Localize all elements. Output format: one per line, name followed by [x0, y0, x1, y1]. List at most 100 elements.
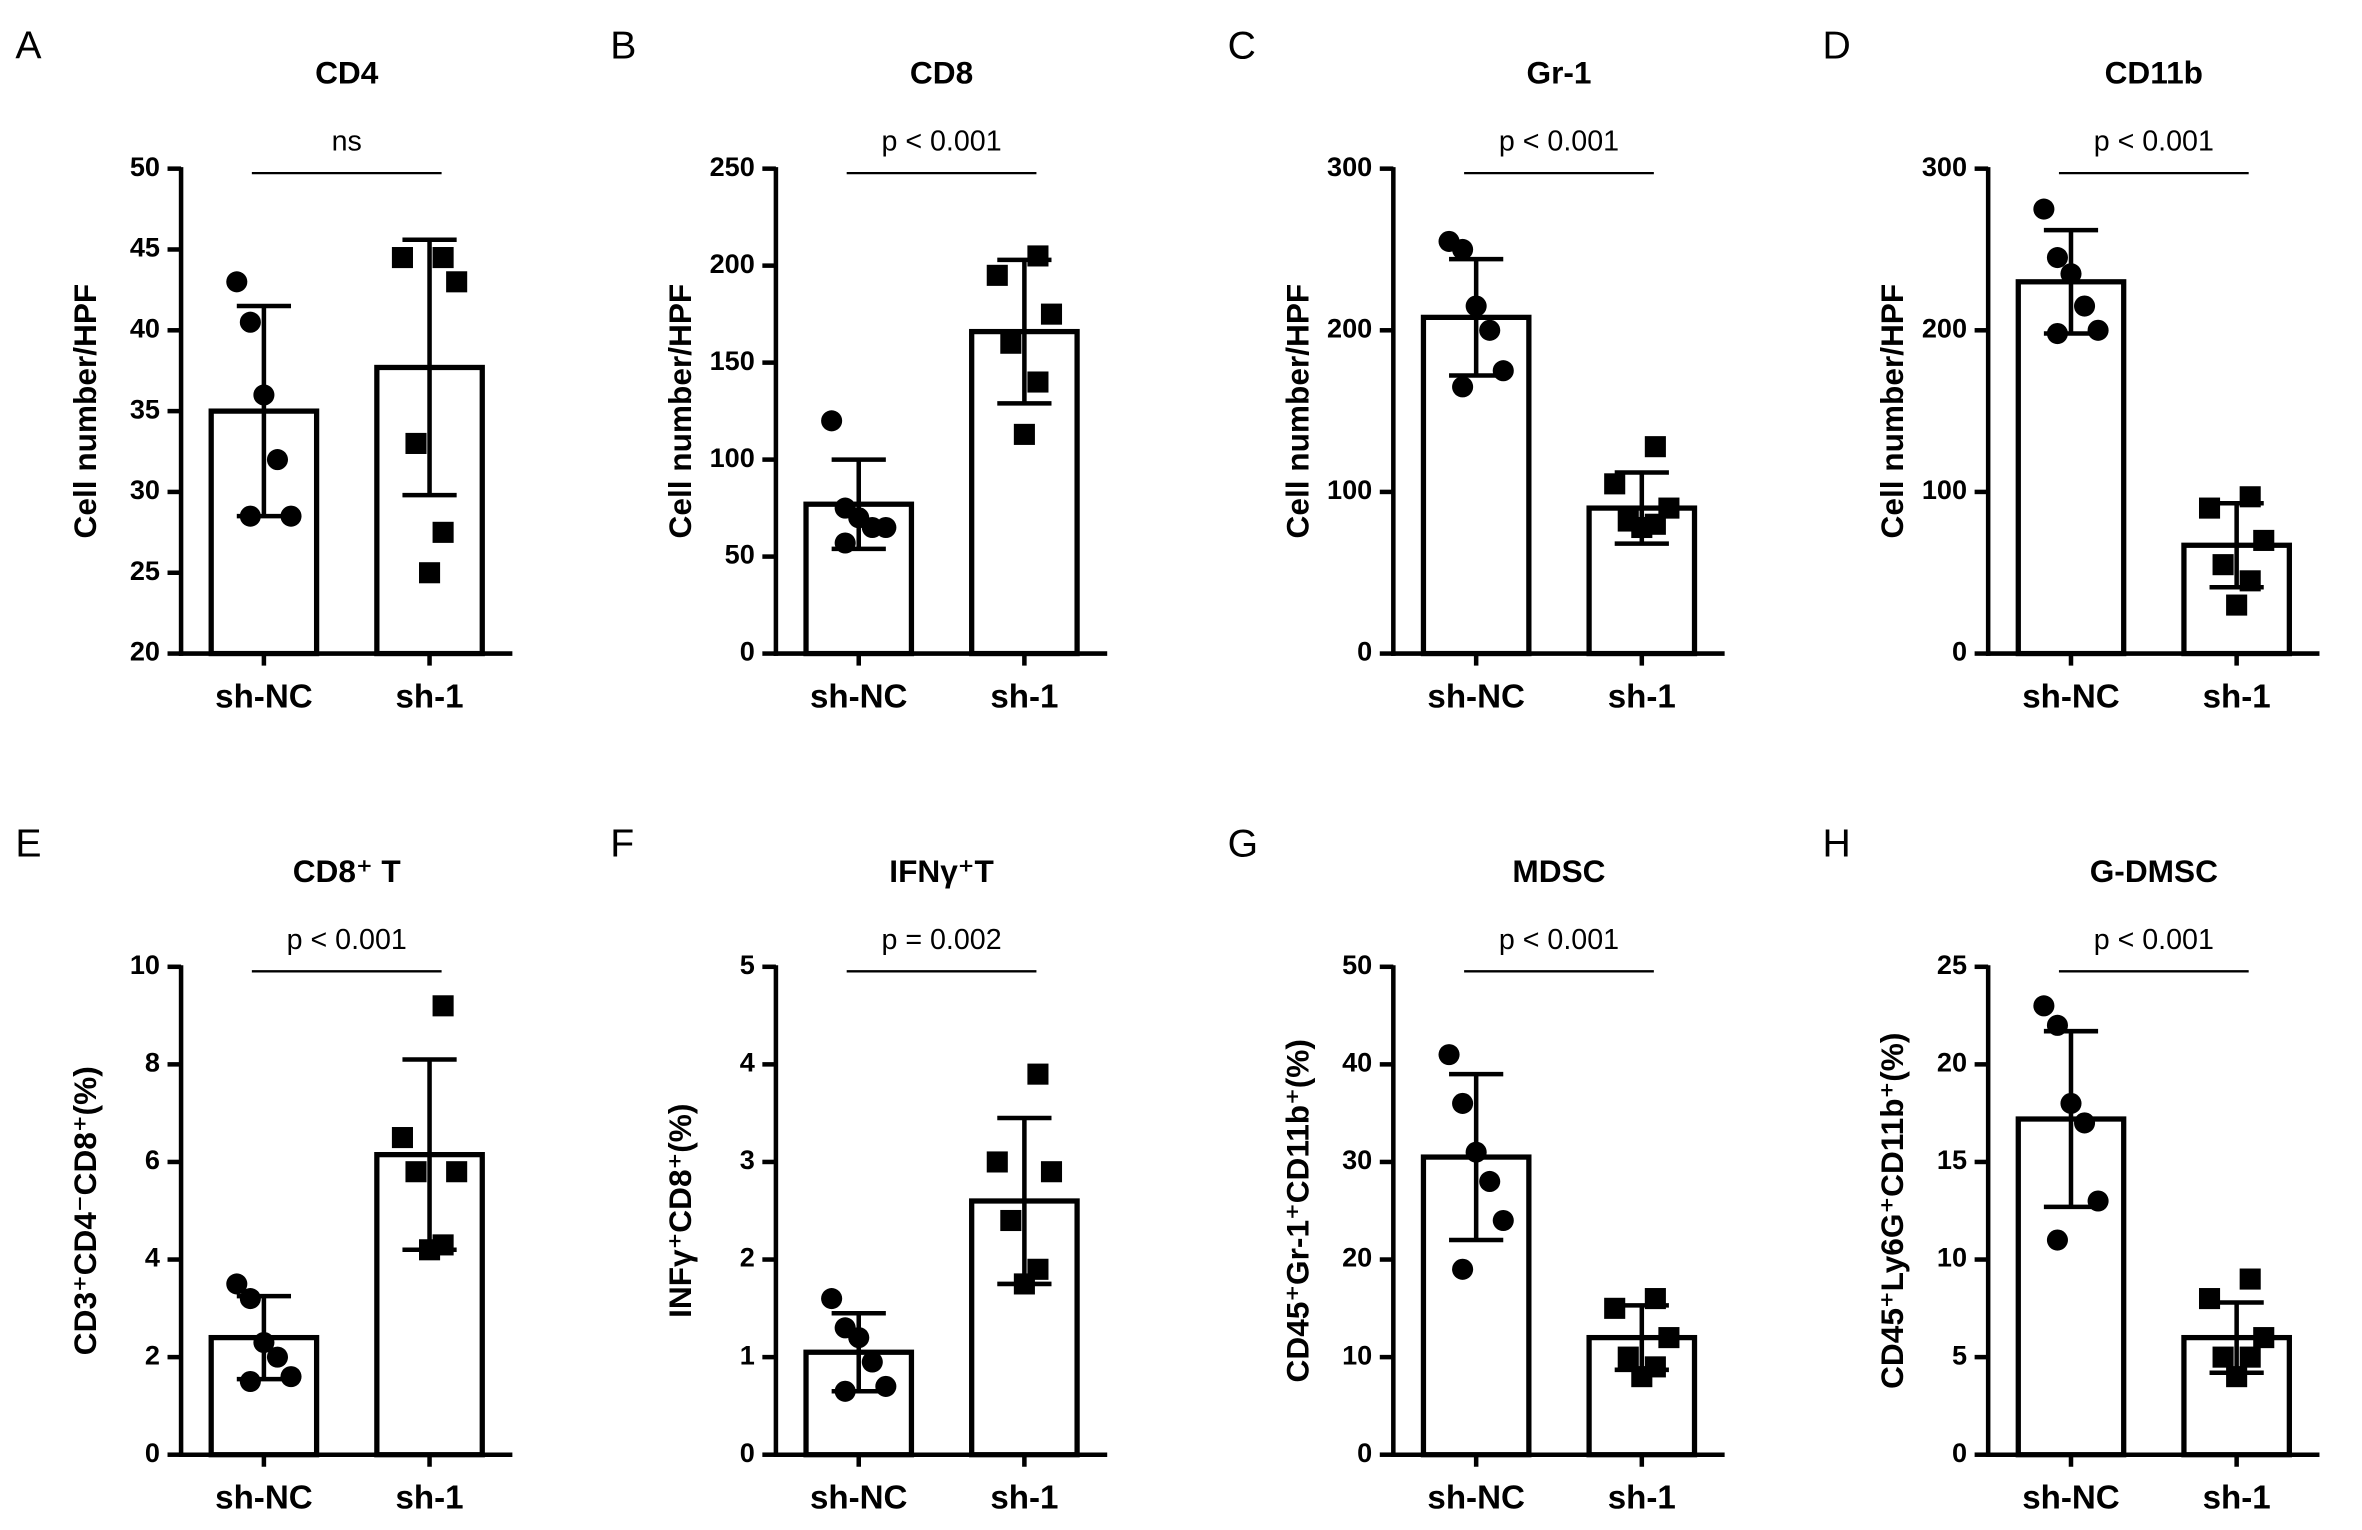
y-tick-label: 10 [1937, 1242, 1967, 1273]
data-point [391, 1127, 413, 1149]
x-tick-label: sh-NC [1427, 1480, 1525, 1517]
x-tick-label: sh-NC [1427, 678, 1525, 715]
data-point [391, 247, 413, 269]
data-point [2198, 497, 2221, 519]
data-point [226, 271, 248, 293]
data-point [432, 247, 454, 269]
y-tick-label: 10 [1342, 1339, 1372, 1370]
y-tick-label: 0 [740, 1437, 755, 1468]
y-axis-label: CD3⁺CD4⁻CD8⁺(%) [67, 1066, 103, 1355]
data-point [1479, 319, 1501, 341]
y-tick-label: 4 [145, 1242, 160, 1273]
panel-letter: D [1823, 25, 1851, 68]
y-tick-label: 0 [1952, 636, 1967, 667]
x-tick-label: sh-1 [2203, 678, 2271, 715]
data-point [2212, 1346, 2234, 1368]
y-axis-label: Cell number/HPF [67, 284, 103, 539]
y-tick-label: 0 [1357, 636, 1372, 667]
data-point [446, 271, 468, 293]
data-point [861, 1351, 883, 1373]
data-point [432, 521, 454, 543]
y-tick-label: 1 [740, 1339, 755, 1370]
data-point [1644, 436, 1666, 458]
chart-title: CD11b [2105, 55, 2203, 91]
data-point [280, 505, 302, 527]
panel-letter: H [1823, 823, 1851, 866]
y-tick-label: 200 [1327, 312, 1372, 343]
data-point [446, 1161, 468, 1183]
data-point [2074, 295, 2096, 317]
data-point [1438, 1044, 1460, 1066]
data-point [2033, 995, 2055, 1017]
y-tick-label: 30 [1342, 1144, 1372, 1175]
data-point [2226, 594, 2248, 616]
y-tick-label: 5 [740, 949, 755, 980]
data-point [2253, 529, 2275, 551]
significance-label: p < 0.001 [2094, 924, 2214, 956]
data-point [1631, 1366, 1653, 1388]
y-tick-label: 100 [1922, 474, 1967, 505]
data-point [405, 432, 427, 454]
data-point [432, 995, 454, 1017]
data-point [2046, 1229, 2068, 1251]
y-tick-label: 20 [130, 636, 160, 667]
data-point [1658, 1327, 1680, 1349]
data-point [1000, 1209, 1022, 1232]
x-tick-label: sh-1 [396, 678, 464, 715]
chart-title: MDSC [1512, 853, 1605, 889]
panel-letter: E [15, 823, 41, 866]
x-tick-label: sh-NC [215, 678, 313, 715]
y-tick-label: 40 [130, 312, 160, 343]
data-point [1479, 1170, 1501, 1193]
y-tick-label: 50 [725, 539, 755, 570]
y-axis-label: Cell number/HPF [1279, 284, 1315, 539]
significance-label: p < 0.001 [1499, 924, 1619, 956]
data-point [253, 384, 275, 406]
data-point [1644, 1288, 1666, 1310]
y-tick-label: 25 [130, 555, 160, 586]
x-tick-label: sh-1 [1608, 678, 1676, 715]
y-axis-label: CD45⁺Ly6G⁺CD11b⁺(%) [1874, 1033, 1910, 1389]
data-point [1027, 1063, 1049, 1085]
data-point [226, 1273, 248, 1295]
y-tick-label: 50 [130, 151, 160, 182]
x-tick-label: sh-1 [1608, 1480, 1676, 1517]
data-point [1452, 238, 1474, 261]
data-point [1027, 371, 1049, 393]
data-point [2087, 319, 2109, 341]
data-point [2239, 1346, 2261, 1368]
chart-title: CD8⁺ T [293, 853, 401, 889]
data-point [2239, 570, 2261, 592]
data-point [239, 1288, 261, 1310]
y-tick-label: 35 [130, 393, 160, 424]
y-axis-label: Cell number/HPF [662, 284, 698, 539]
x-tick-label: sh-NC [810, 1480, 908, 1517]
y-tick-label: 0 [1952, 1437, 1967, 1468]
data-point [2060, 263, 2082, 285]
data-point [875, 516, 897, 539]
y-tick-label: 300 [1922, 151, 1967, 182]
data-point [848, 1327, 870, 1349]
y-tick-label: 50 [1342, 949, 1372, 980]
y-tick-label: 45 [130, 232, 160, 263]
data-point [2239, 486, 2261, 508]
y-tick-label: 20 [1937, 1047, 1967, 1078]
panel-letter: C [1228, 25, 1256, 68]
x-tick-label: sh-NC [810, 678, 908, 715]
bar [2015, 1116, 2127, 1458]
data-point [1617, 1346, 1639, 1368]
significance-label: p < 0.001 [1499, 126, 1619, 158]
y-tick-label: 15 [1937, 1144, 1967, 1175]
data-point [1452, 1258, 1474, 1280]
data-point [2046, 1014, 2068, 1036]
data-point [239, 505, 261, 527]
y-tick-label: 8 [145, 1047, 160, 1078]
data-point [2046, 322, 2068, 345]
data-point [2198, 1288, 2221, 1310]
data-point [1000, 332, 1022, 354]
data-point [834, 1380, 856, 1402]
x-tick-label: sh-NC [2022, 678, 2119, 715]
data-point [419, 1239, 441, 1261]
y-tick-label: 0 [1357, 1437, 1372, 1468]
significance-label: p < 0.001 [882, 126, 1002, 158]
